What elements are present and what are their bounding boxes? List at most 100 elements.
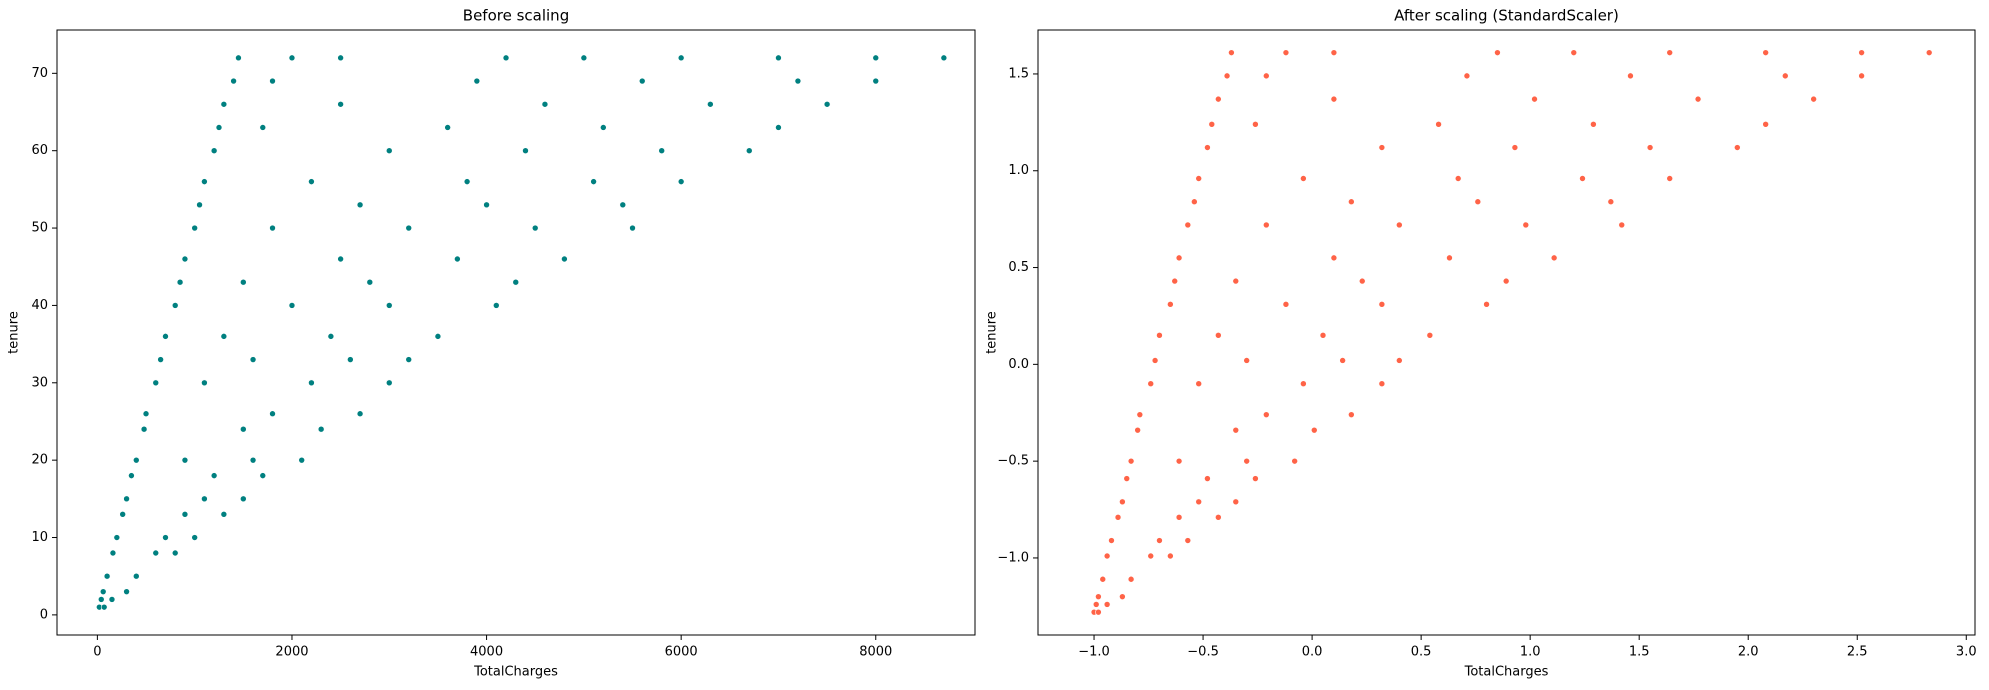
point <box>347 356 354 363</box>
point <box>140 425 148 433</box>
point <box>454 255 461 263</box>
point <box>1136 411 1144 418</box>
point <box>201 178 208 185</box>
point <box>1127 457 1135 465</box>
x-tick-label: −0.5 <box>1187 645 1219 660</box>
point <box>152 549 160 557</box>
point <box>872 77 880 85</box>
point <box>132 572 140 580</box>
point <box>1204 144 1211 151</box>
point <box>1694 95 1702 103</box>
point <box>1446 254 1453 262</box>
point <box>1666 49 1674 56</box>
point <box>337 54 344 62</box>
point <box>502 54 510 62</box>
point <box>152 379 160 387</box>
point <box>215 124 223 131</box>
point <box>512 278 520 286</box>
point <box>619 201 627 209</box>
y-tick-label: 50 <box>31 221 48 236</box>
chart-title: After scaling (StandardScaler) <box>1394 7 1619 25</box>
point <box>1570 49 1578 56</box>
point <box>1123 475 1131 482</box>
point <box>1191 198 1198 206</box>
point <box>658 147 666 154</box>
point <box>1151 357 1159 364</box>
point <box>1263 221 1270 229</box>
point <box>1734 144 1741 151</box>
point <box>1243 357 1250 364</box>
point <box>1348 411 1355 418</box>
point <box>1762 120 1769 128</box>
y-tick-label: 20 <box>31 453 48 468</box>
point <box>1522 221 1530 229</box>
point <box>176 278 184 286</box>
point <box>463 178 471 185</box>
point <box>249 456 257 464</box>
point <box>629 224 636 232</box>
point <box>1666 175 1674 182</box>
x-tick-label: 3.0 <box>1956 645 1977 660</box>
point <box>1426 332 1434 339</box>
chart-title: Before scaling <box>463 7 569 25</box>
point <box>191 534 198 541</box>
point <box>1781 72 1789 80</box>
point <box>108 596 116 603</box>
point <box>794 77 802 85</box>
point <box>201 495 208 503</box>
point <box>444 124 451 131</box>
point <box>269 77 276 85</box>
point <box>1474 198 1482 206</box>
point <box>99 588 107 595</box>
point <box>1339 357 1346 364</box>
point <box>1208 120 1216 128</box>
point <box>240 495 247 503</box>
point <box>1223 72 1231 80</box>
point <box>1103 552 1111 560</box>
point <box>385 302 393 309</box>
point <box>1435 120 1442 128</box>
point <box>638 77 646 85</box>
point <box>1396 221 1403 229</box>
point <box>235 54 242 62</box>
point <box>590 178 597 185</box>
point <box>385 147 393 154</box>
point <box>385 379 393 387</box>
point <box>123 588 130 595</box>
point <box>269 224 276 232</box>
y-tick-label: 60 <box>31 143 48 158</box>
point <box>113 534 121 541</box>
point <box>171 302 179 309</box>
point <box>162 534 169 541</box>
point <box>1319 332 1327 339</box>
point <box>337 100 344 108</box>
y-tick-label: 0.0 <box>1008 357 1029 372</box>
point <box>181 456 189 464</box>
point <box>1579 175 1586 182</box>
point <box>308 379 315 387</box>
point <box>1184 221 1192 229</box>
point <box>492 302 500 309</box>
point <box>1195 175 1203 182</box>
x-tick-label: 0.0 <box>1302 645 1323 660</box>
point <box>1171 277 1179 285</box>
point <box>259 472 267 479</box>
point <box>1378 301 1386 308</box>
point <box>356 201 364 209</box>
point <box>531 224 539 232</box>
point <box>677 178 685 185</box>
point <box>1300 175 1307 182</box>
point <box>97 596 105 603</box>
point <box>1627 72 1634 80</box>
point <box>327 333 335 340</box>
point <box>1195 380 1203 388</box>
point <box>473 77 481 85</box>
point <box>240 278 247 286</box>
point <box>1252 475 1259 482</box>
point <box>1114 513 1122 521</box>
point <box>1330 95 1338 103</box>
x-tick-label: 8000 <box>859 645 892 660</box>
point <box>1156 537 1163 544</box>
y-axis-label: tenure <box>7 311 22 354</box>
